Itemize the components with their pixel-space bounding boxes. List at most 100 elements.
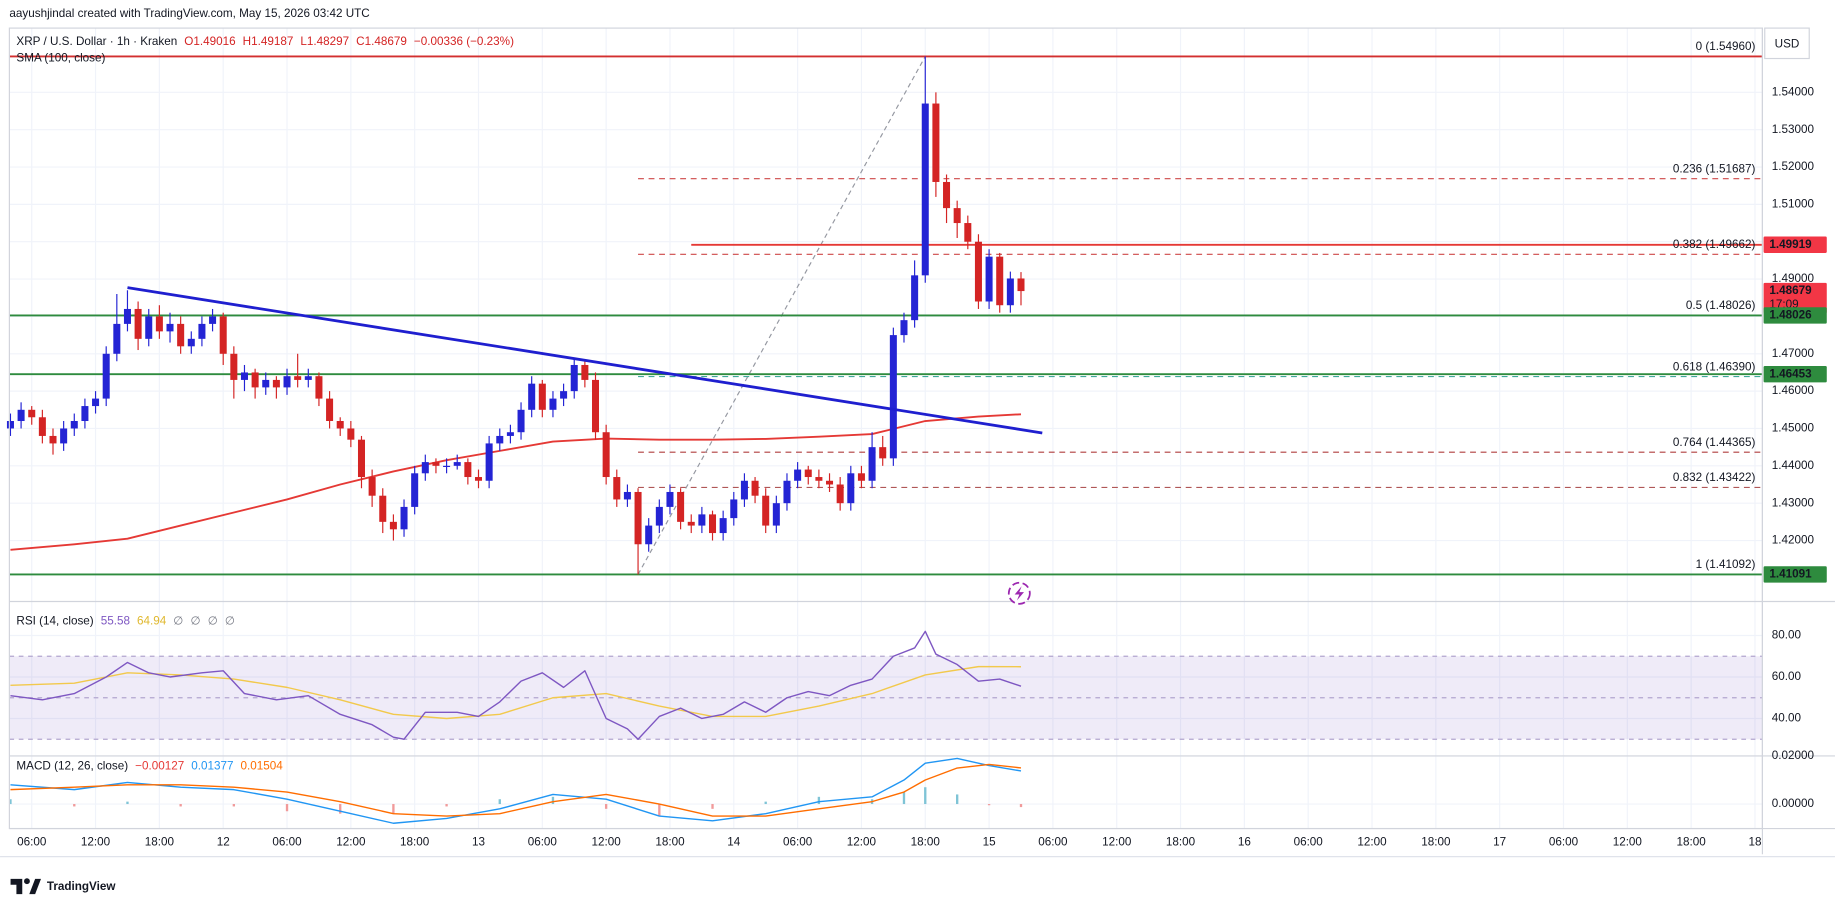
macd-histogram-bar — [1019, 804, 1023, 808]
candle-body — [81, 406, 89, 422]
candle-body — [28, 409, 36, 418]
candle-body — [517, 409, 525, 433]
text-layer: XRP / U.S. Dollar · 1h · Kraken O1.49016 H… — [16, 35, 1827, 849]
logo-mark — [29, 878, 41, 895]
price-badge-label: 1.48026 — [1769, 309, 1812, 322]
x-tick-label: 12:00 — [1102, 836, 1132, 849]
candle-body — [623, 491, 631, 500]
legend-text: ∅ — [190, 614, 200, 627]
x-tick-label: 12:00 — [81, 836, 111, 849]
x-tick-label: 06:00 — [1294, 836, 1324, 849]
macd-histogram-bar — [126, 801, 129, 805]
macd-tick-label: 0.02000 — [1772, 749, 1815, 762]
candle-body — [570, 364, 578, 392]
fib-label: 0.236 (1.51687) — [1673, 162, 1756, 175]
x-tick-label: 18:00 — [1677, 836, 1707, 849]
price-badge — [1763, 307, 1827, 324]
candle-body — [421, 462, 429, 474]
x-tick-label: 16 — [1238, 836, 1251, 849]
grid-layer — [9, 28, 1763, 829]
candle-body — [272, 379, 280, 388]
event-icon[interactable] — [1007, 581, 1031, 605]
macd-histogram-bar — [956, 794, 959, 805]
candle-body — [719, 518, 727, 534]
candle-body — [538, 383, 546, 410]
candle-body — [411, 473, 419, 507]
candle-body — [1006, 278, 1014, 306]
y-tick-label: 1.47000 — [1772, 347, 1815, 360]
x-tick-label: 06:00 — [272, 836, 302, 849]
candle-body — [772, 503, 780, 526]
legend-text: L1.48297 — [300, 35, 349, 48]
y-tick-label: 1.43000 — [1772, 496, 1815, 509]
candle-body — [996, 256, 1004, 306]
fib-label: 0.5 (1.48026) — [1686, 299, 1756, 312]
candle-body — [485, 443, 493, 481]
legend-text: ∅ — [173, 614, 183, 627]
macd-histogram-bar — [711, 804, 714, 809]
legend-text: −0.00336 (−0.23%) — [414, 35, 514, 48]
candle-body — [964, 223, 972, 242]
candle-body — [357, 439, 365, 478]
macd-histogram-bar — [987, 804, 991, 806]
fib-label: 0.832 (1.43422) — [1673, 471, 1756, 484]
legend-text: XRP / U.S. Dollar · 1h · Kraken — [16, 35, 177, 48]
price-badge — [1763, 566, 1827, 583]
macd-histogram-bar — [658, 804, 661, 817]
legend-text: MACD (12, 26, close) — [16, 760, 128, 773]
macd-histogram-bar — [902, 792, 906, 805]
signal-line — [10, 763, 1022, 817]
price-badge-label: 1.46453 — [1769, 367, 1812, 380]
candle-body — [740, 480, 748, 500]
candle-body — [230, 353, 238, 380]
candle-body — [283, 376, 291, 388]
candle-body — [836, 484, 844, 504]
candle-body — [60, 428, 68, 444]
legend-text: 64.94 — [137, 614, 167, 627]
candle-body — [709, 514, 717, 534]
candle-body — [560, 391, 568, 399]
candle-body — [134, 308, 142, 339]
y-tick-label: 1.46000 — [1772, 384, 1815, 397]
candle-body — [730, 499, 738, 519]
candle-body — [251, 372, 259, 388]
candle-body — [687, 521, 695, 526]
candle-body — [879, 447, 887, 459]
candle-body — [889, 335, 897, 459]
legend-text: RSI (14, close) — [16, 614, 93, 627]
price-badge-label: 1.48679 — [1769, 284, 1812, 297]
x-tick-label: 18:00 — [911, 836, 941, 849]
y-tick-label: 1.42000 — [1772, 534, 1815, 547]
candle-body — [932, 103, 940, 182]
candle-body — [943, 181, 951, 209]
y-tick-label: 1.54000 — [1772, 85, 1815, 98]
candle-body — [921, 103, 929, 276]
legend-line: SMA (100, close) — [16, 52, 105, 65]
fib-label: 0 (1.54960) — [1696, 40, 1756, 53]
x-tick-label: 06:00 — [528, 836, 558, 849]
legend-line: XRP / U.S. Dollar · 1h · Kraken O1.49016 H… — [16, 35, 514, 48]
candle-body — [262, 379, 270, 388]
candle-body — [826, 480, 834, 485]
y-tick-label: 1.51000 — [1772, 197, 1815, 210]
candle-body — [389, 521, 397, 530]
candle-body — [857, 473, 865, 481]
x-tick-label: 12:00 — [1357, 836, 1387, 849]
candle-body — [751, 480, 759, 496]
event-icon-bolt — [1014, 586, 1024, 601]
macd-histogram-bar — [764, 801, 767, 805]
x-tick-label: 12:00 — [592, 836, 622, 849]
candle-body — [496, 435, 504, 444]
candle-body — [1017, 278, 1025, 292]
candle-body — [847, 473, 855, 504]
legend-text: SMA (100, close) — [16, 52, 105, 65]
trendline — [127, 286, 1043, 435]
candle-body — [155, 316, 163, 332]
y-tick-label: 1.45000 — [1772, 422, 1815, 435]
currency-box[interactable] — [1764, 27, 1810, 60]
candle-body — [368, 477, 376, 496]
candle-body — [900, 320, 908, 336]
candle-body — [974, 241, 982, 302]
